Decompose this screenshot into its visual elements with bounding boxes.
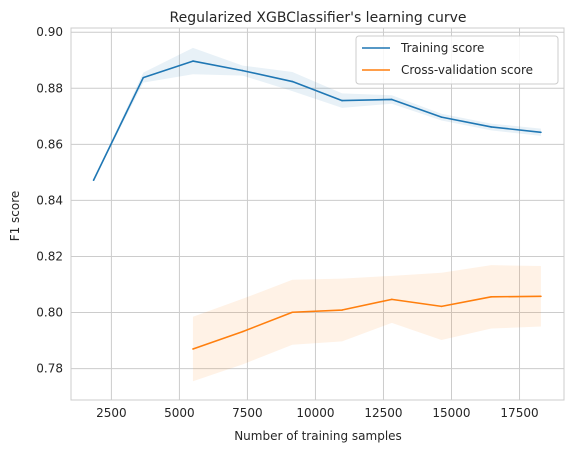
cross-validation-score-point (241, 330, 244, 333)
training-score-point (192, 60, 194, 62)
x-axis-ticks: 2500 5000 7500 10000 12500 15000 17500 (96, 406, 538, 420)
y-tick-label: 0.80 (36, 306, 63, 320)
cross-validation-score-point (490, 296, 493, 298)
x-tick-label: 12500 (364, 406, 402, 420)
cross-validation-score-point (540, 295, 542, 298)
cross-validation-score-point (341, 309, 343, 311)
y-tick-label: 0.78 (36, 362, 63, 376)
x-tick-label: 10000 (296, 406, 334, 420)
training-score-point (391, 98, 393, 101)
y-tick-label: 0.82 (36, 249, 63, 263)
training-score-point (440, 116, 443, 118)
grid-lines (71, 28, 564, 400)
legend-box (355, 35, 559, 85)
y-tick-label: 0.88 (36, 81, 63, 95)
x-tick-label: 17500 (500, 406, 538, 420)
training-score-point (241, 69, 244, 72)
cross-validation-score-point (440, 305, 443, 308)
series-lines (92, 60, 542, 350)
x-tick-label: 2500 (96, 406, 127, 420)
y-tick-label: 0.90 (36, 25, 63, 39)
x-tick-label: 7500 (232, 406, 263, 420)
training-score-point (142, 76, 145, 79)
y-tick-label: 0.86 (36, 137, 63, 151)
x-tick-label: 5000 (164, 406, 195, 420)
plot-area-frame (70, 27, 565, 401)
training-score-point (490, 126, 493, 128)
training-score-point (92, 179, 95, 182)
cross-validation-score-band (192, 265, 541, 382)
cross-validation-score-point (291, 311, 294, 314)
training-score-point (291, 80, 294, 83)
cross-validation-score-line (192, 295, 541, 350)
legend: Training score Cross-validation score (355, 35, 559, 85)
x-axis-label: Number of training samples (234, 429, 402, 443)
training-score-line (92, 60, 542, 181)
cross-validation-score-point (391, 298, 393, 301)
chart-title: Regularized XGBClassifier's learning cur… (170, 10, 467, 26)
confidence-bands (93, 47, 541, 382)
y-tick-label: 0.84 (36, 193, 63, 207)
y-axis-label: F1 score (8, 191, 22, 242)
x-tick-label: 15000 (432, 406, 470, 420)
training-score-point (540, 131, 542, 134)
legend-label-cross-validation: Cross-validation score (401, 63, 533, 77)
cross-validation-score-point (192, 348, 194, 350)
training-score-point (341, 99, 343, 102)
legend-label-training: Training score (400, 41, 484, 55)
y-axis-ticks: 0.78 0.80 0.82 0.84 0.86 0.88 0.90 (36, 25, 63, 375)
